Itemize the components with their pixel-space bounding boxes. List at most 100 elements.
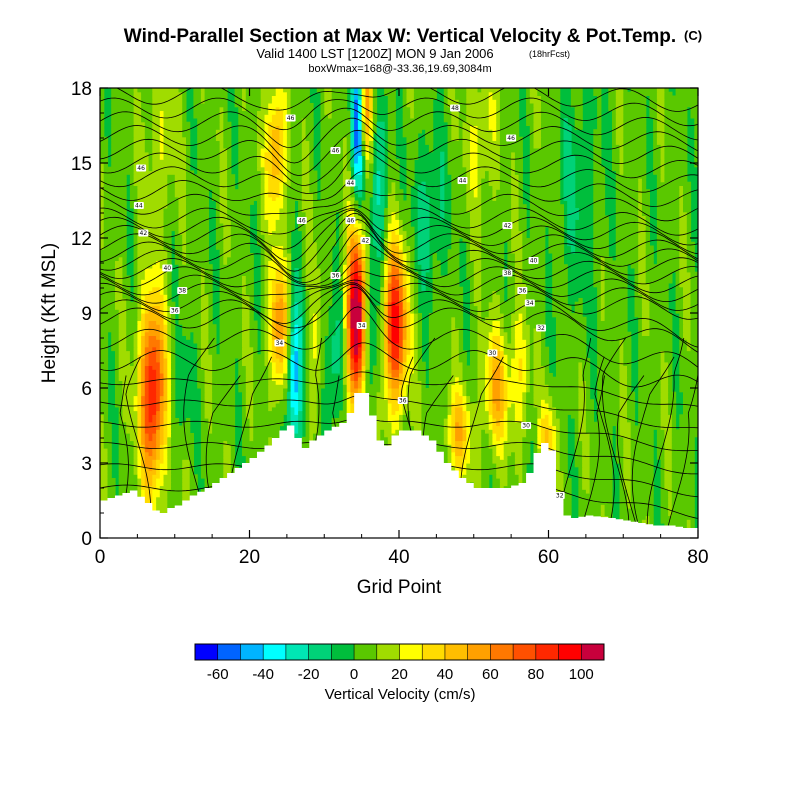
velocity-cell [473, 271, 482, 276]
velocity-cell [387, 234, 393, 239]
velocity-cell [406, 350, 411, 355]
velocity-cell [514, 328, 523, 333]
velocity-cell [522, 474, 527, 479]
velocity-cell [144, 373, 150, 378]
velocity-cell [298, 301, 303, 307]
velocity-cell [137, 485, 142, 490]
velocity-cell [421, 286, 426, 291]
velocity-cell [193, 331, 202, 336]
velocity-cell [141, 331, 146, 336]
velocity-cell [413, 365, 419, 370]
velocity-cell [294, 346, 299, 352]
velocity-cell [133, 286, 138, 291]
velocity-cell [137, 305, 142, 310]
velocity-cell [365, 249, 370, 254]
velocity-cell [167, 350, 172, 355]
velocity-cell [619, 425, 632, 430]
velocity-cell [563, 493, 572, 498]
velocity-cell [309, 395, 318, 400]
velocity-cell [137, 474, 142, 479]
velocity-cell [421, 414, 449, 419]
velocity-cell [641, 331, 650, 336]
velocity-cell [320, 301, 333, 307]
velocity-cell [481, 440, 490, 445]
velocity-cell [357, 361, 363, 366]
velocity-cell [466, 268, 475, 273]
velocity-cell [507, 459, 516, 464]
velocity-cell [683, 290, 692, 295]
velocity-cell [537, 440, 542, 445]
velocity-cell [219, 279, 243, 284]
velocity-cell [107, 463, 112, 468]
velocity-cell [159, 369, 165, 374]
velocity-cell [645, 249, 654, 254]
velocity-cell [548, 384, 579, 389]
velocity-cell [451, 350, 460, 355]
velocity-cell [376, 414, 389, 419]
velocity-cell [399, 275, 404, 280]
velocity-cell [529, 384, 535, 389]
velocity-cell [350, 260, 355, 265]
velocity-cell [455, 436, 464, 442]
velocity-cell [477, 328, 493, 333]
velocity-cell [144, 369, 150, 374]
velocity-cell [428, 376, 452, 381]
velocity-cell [159, 429, 165, 434]
velocity-cell [627, 403, 636, 408]
velocity-cell [346, 294, 351, 299]
velocity-cell [200, 275, 206, 280]
velocity-cell [466, 388, 479, 393]
velocity-cell [507, 373, 512, 378]
velocity-cell [380, 275, 385, 280]
velocity-cell [242, 279, 247, 284]
velocity-cell [533, 358, 542, 363]
velocity-cell [376, 399, 389, 404]
velocity-cell [514, 455, 523, 460]
velocity-cell [200, 328, 209, 333]
velocity-cell [526, 399, 535, 404]
velocity-cell [600, 504, 606, 509]
velocity-cell [410, 324, 415, 329]
velocity-cell [238, 376, 247, 381]
velocity-cell [529, 230, 546, 235]
velocity-cell [552, 440, 557, 445]
velocity-cell [159, 260, 168, 265]
velocity-cell [522, 234, 527, 239]
velocity-cell [522, 331, 531, 336]
velocity-cell [387, 358, 393, 363]
velocity-cell [342, 395, 348, 400]
velocity-cell [148, 350, 157, 355]
velocity-cell [118, 358, 131, 363]
velocity-cell [342, 406, 348, 412]
velocity-cell [600, 264, 606, 269]
velocity-cell [376, 313, 381, 318]
velocity-cell [384, 294, 389, 299]
velocity-cell [529, 358, 535, 363]
velocity-cell [638, 253, 647, 258]
velocity-cell [189, 481, 198, 487]
velocity-cell [361, 313, 366, 318]
velocity-cell [182, 478, 191, 483]
velocity-cell [556, 339, 587, 344]
velocity-cell [529, 373, 535, 378]
velocity-cell [402, 264, 407, 269]
velocity-cell [264, 253, 273, 258]
velocity-cell [342, 403, 348, 408]
velocity-cell [163, 275, 168, 280]
velocity-cell [380, 309, 385, 314]
velocity-cell [159, 346, 165, 352]
velocity-cell [242, 309, 251, 314]
velocity-cell [275, 346, 284, 352]
velocity-cell [283, 380, 288, 385]
velocity-cell [402, 271, 407, 276]
velocity-cell [668, 504, 673, 509]
velocity-cell [137, 440, 142, 445]
velocity-cell [514, 346, 527, 352]
velocity-cell [447, 425, 452, 430]
velocity-cell [417, 376, 426, 381]
velocity-cell [578, 395, 587, 400]
velocity-cell [391, 279, 400, 284]
velocity-cell [137, 331, 142, 336]
velocity-cell [275, 365, 284, 370]
velocity-cell [455, 425, 464, 430]
